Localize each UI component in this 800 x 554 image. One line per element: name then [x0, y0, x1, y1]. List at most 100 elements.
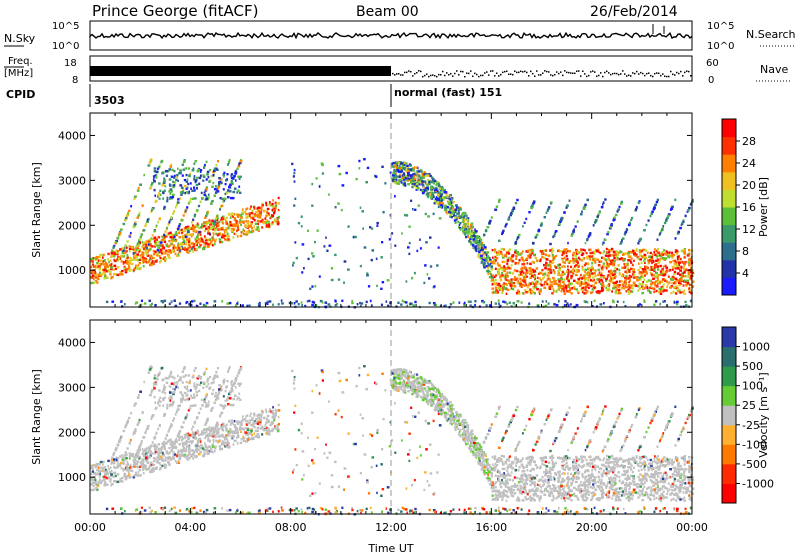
power-cell	[600, 278, 602, 281]
power-cell	[576, 220, 579, 223]
power-cell	[170, 190, 173, 193]
power-cell	[205, 195, 208, 198]
power-cell	[434, 188, 437, 191]
power-cell	[490, 216, 493, 219]
power-cell	[376, 224, 379, 227]
power-cell	[678, 266, 681, 269]
velocity-cell	[94, 473, 98, 476]
velocity-cell	[232, 443, 235, 446]
power-cell	[207, 243, 210, 246]
power-cell	[394, 164, 396, 168]
power-cell	[685, 283, 688, 286]
power-cell	[217, 224, 220, 227]
nave-dot	[676, 71, 678, 74]
power-cell	[514, 304, 518, 307]
power-cell	[658, 287, 661, 291]
power-cell	[408, 225, 411, 228]
velocity-cell	[267, 419, 270, 422]
power-cell	[143, 259, 147, 262]
power-cell	[130, 262, 134, 266]
power-cell	[169, 236, 173, 239]
nave-dot	[482, 74, 484, 77]
power-cell	[153, 170, 157, 173]
power-cell	[110, 262, 113, 266]
power-cell	[124, 244, 127, 247]
power-cell	[425, 174, 427, 177]
power-cell	[178, 229, 181, 232]
power-cell	[561, 257, 564, 261]
power-cell	[408, 252, 411, 256]
power-cell	[160, 238, 164, 242]
colorbar-tick-label: 4	[742, 267, 749, 280]
power-cell	[204, 216, 207, 219]
power-cell	[177, 246, 181, 250]
power-cell	[510, 280, 513, 284]
power-cell	[597, 268, 600, 272]
y-tick-label: 2000	[58, 219, 86, 232]
power-cell	[407, 174, 410, 177]
power-cell	[148, 161, 152, 164]
velocity-cell	[124, 473, 127, 477]
power-cell	[584, 262, 587, 265]
power-cell	[677, 230, 680, 234]
power-cell	[596, 278, 599, 281]
nave-dot	[526, 71, 528, 74]
power-cell	[394, 195, 396, 198]
power-cell	[413, 174, 416, 177]
power-cell	[195, 183, 199, 187]
power-cell	[684, 280, 687, 283]
power-cell	[477, 253, 480, 257]
power-cell	[580, 281, 583, 284]
power-cell	[687, 271, 691, 274]
power-cell	[221, 300, 224, 303]
power-cell	[541, 268, 544, 272]
power-cell	[637, 257, 640, 260]
nave-dot	[614, 72, 616, 75]
cpid-value-2: normal (fast) 151	[394, 86, 502, 99]
power-cell	[176, 201, 180, 204]
power-cell	[155, 225, 157, 229]
power-cell	[602, 252, 605, 255]
power-cell	[198, 176, 202, 180]
power-cell	[226, 173, 229, 176]
power-cell	[358, 159, 361, 163]
power-cell	[429, 174, 432, 178]
power-cell	[682, 249, 686, 252]
power-cell	[683, 264, 685, 267]
power-cell	[516, 281, 519, 284]
power-cell	[126, 256, 129, 259]
power-cell	[99, 274, 103, 278]
power-cell	[268, 203, 271, 206]
power-cell	[667, 214, 670, 218]
power-cell	[608, 289, 611, 292]
power-cell	[189, 172, 191, 176]
power-cell	[627, 290, 631, 293]
power-cell	[211, 199, 214, 203]
power-cell	[166, 233, 169, 236]
power-cell	[566, 302, 569, 305]
power-cell	[514, 249, 517, 252]
power-cell	[526, 286, 529, 289]
power-cell	[401, 166, 404, 170]
velocity-cell	[213, 450, 216, 453]
power-cell	[208, 219, 211, 222]
power-cell	[245, 219, 247, 223]
power-cell	[569, 303, 572, 306]
power-cell	[436, 199, 439, 202]
power-cell	[493, 283, 497, 286]
nave-dot	[630, 75, 632, 77]
power-cell	[265, 225, 268, 228]
power-cell	[452, 301, 455, 304]
power-cell	[277, 196, 280, 200]
power-cell	[415, 185, 419, 188]
power-cell	[402, 172, 405, 175]
power-cell	[236, 191, 239, 194]
power-cell	[673, 270, 677, 274]
nave-dot	[554, 73, 556, 76]
velocity-cell	[147, 446, 150, 449]
nave-dot	[518, 71, 520, 74]
power-cell	[635, 253, 638, 256]
velocity-cell	[226, 444, 229, 447]
power-cell	[588, 267, 591, 270]
power-cell	[677, 281, 681, 285]
